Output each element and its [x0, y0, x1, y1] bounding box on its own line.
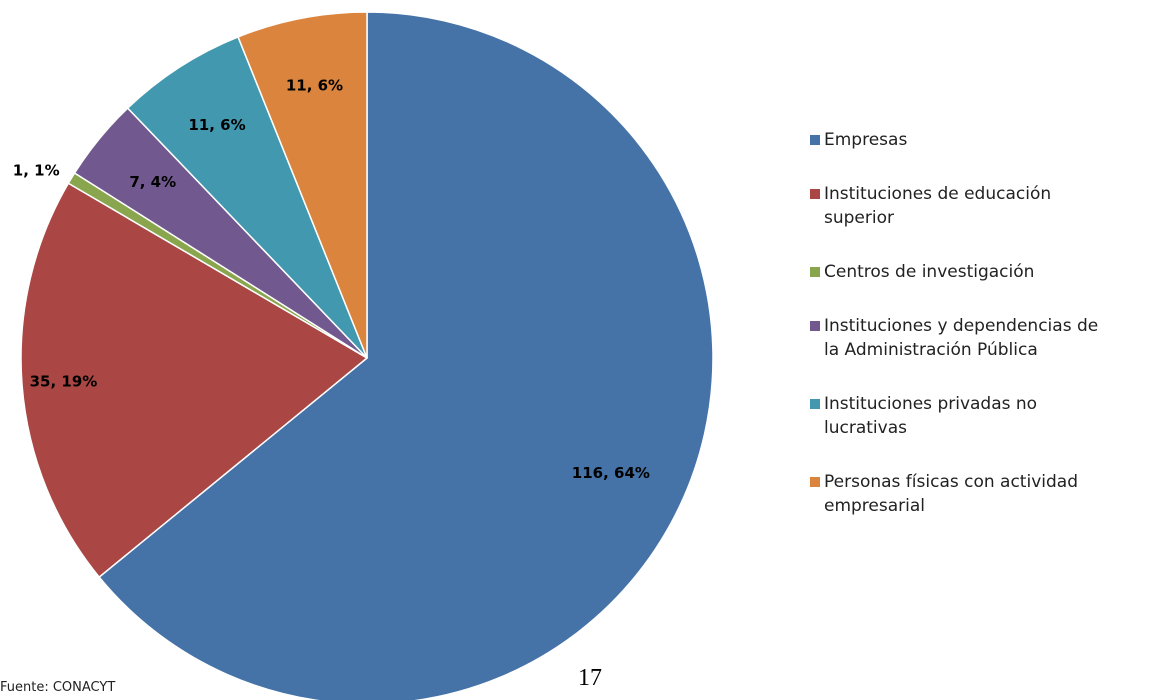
legend-swatch [810, 189, 820, 199]
legend-swatch [810, 135, 820, 145]
pie-slice [237, 11, 368, 359]
pie-slice [20, 182, 369, 579]
legend-item: Centros de investigación [810, 260, 1170, 284]
legend-label: Empresas [824, 130, 908, 150]
data-label: 7, 4% [129, 173, 176, 191]
legend-label: Instituciones privadas no lucrativas [824, 394, 1038, 438]
legend-label: Instituciones y dependencias de la Admin… [824, 316, 1099, 360]
legend-swatch [810, 477, 820, 487]
pie-slice [98, 11, 714, 700]
data-label: 11, 6% [188, 116, 245, 134]
legend-item: Personas físicas con actividad empresari… [810, 470, 1170, 518]
data-label: 116, 64% [572, 464, 650, 482]
legend-item: Empresas [810, 128, 1170, 152]
legend-item: Instituciones privadas no lucrativas [810, 392, 1170, 440]
legend-label: Instituciones de educación superior [824, 184, 1052, 228]
data-label: 35, 19% [30, 372, 98, 390]
pie-slice [126, 35, 368, 359]
page-number: 17 [578, 665, 602, 691]
legend-item: Instituciones de educación superior [810, 182, 1170, 230]
data-label: 1, 1% [13, 161, 60, 179]
legend: Empresas Instituciones de educación super… [810, 128, 1170, 548]
legend-swatch [810, 321, 820, 331]
source: Fuente: CONACYT [0, 680, 116, 695]
legend-label: Personas físicas con actividad empresari… [824, 472, 1078, 516]
legend-label: Centros de investigación [824, 262, 1035, 282]
data-label: 11, 6% [286, 77, 343, 95]
legend-swatch [810, 399, 820, 409]
legend-item: Instituciones y dependencias de la Admin… [810, 314, 1170, 362]
legend-swatch [810, 267, 820, 277]
